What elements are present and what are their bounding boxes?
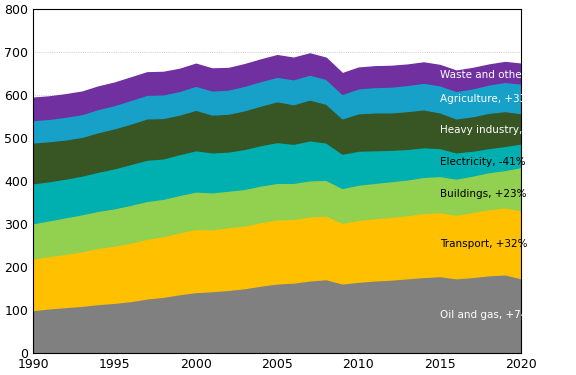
Text: Waste and others, -12%: Waste and others, -12% — [440, 70, 565, 80]
Text: Agriculture, +33%: Agriculture, +33% — [440, 94, 536, 104]
Text: Buildings, +23%: Buildings, +23% — [440, 189, 526, 199]
Text: Electricity, -41%: Electricity, -41% — [440, 157, 525, 167]
Text: Heavy industry, -26%: Heavy industry, -26% — [440, 125, 552, 135]
Text: Oil and gas, +74%: Oil and gas, +74% — [440, 309, 537, 320]
Text: Transport, +32%: Transport, +32% — [440, 239, 528, 249]
